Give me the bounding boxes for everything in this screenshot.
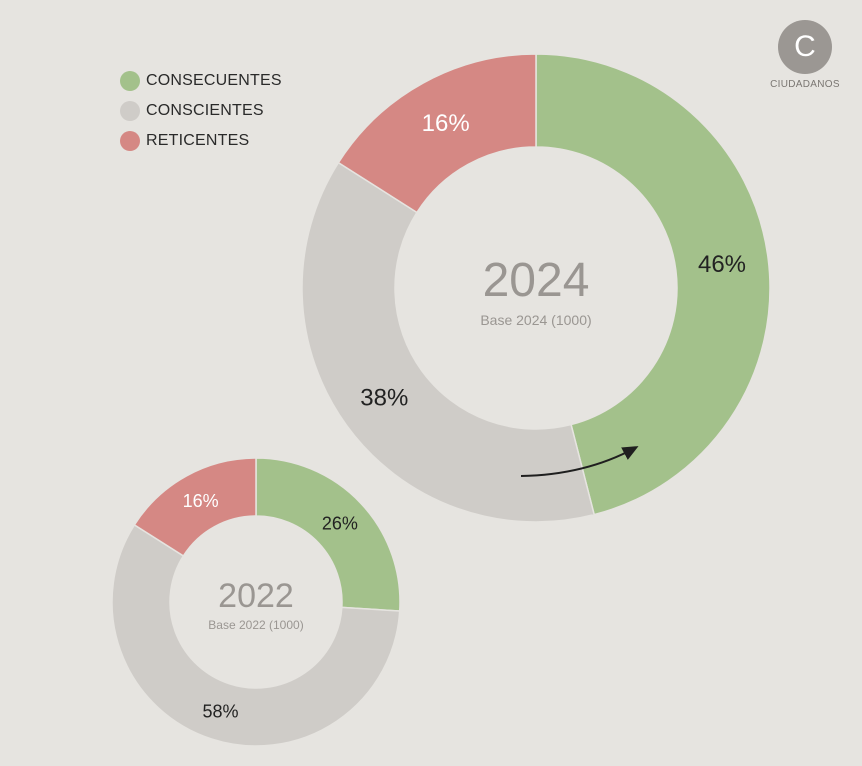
- donut-2022-label-reticentes: 16%: [183, 491, 219, 511]
- legend-item-consecuentes: CONSECUENTES: [120, 66, 282, 96]
- donut-2024-slice-consecuentes: [535, 53, 771, 516]
- donut-2024-center-subtitle: Base 2024 (1000): [480, 312, 591, 328]
- legend-label-conscientes: CONSCIENTES: [146, 102, 264, 119]
- legend: CONSECUENTES CONSCIENTES RETICENTES: [120, 66, 282, 156]
- donut-chart-2024: 46% 38% 16% 2024 Base 2024 (1000): [301, 53, 771, 523]
- donut-chart-2022: 26% 58% 16% 2022 Base 2022 (1000): [111, 457, 401, 747]
- donut-2022-center-title: 2022: [218, 577, 294, 615]
- legend-label-reticentes: RETICENTES: [146, 132, 250, 149]
- donut-2024-label-reticentes: 16%: [422, 110, 470, 137]
- logo-text: CIUDADANOS: [770, 79, 840, 90]
- legend-swatch-conscientes: [120, 101, 140, 121]
- donut-2022-slice-reticentes: [133, 457, 257, 557]
- trend-arrow: [520, 446, 639, 477]
- donut-2024-center-title: 2024: [483, 254, 590, 307]
- donut-2022-label-conscientes: 58%: [202, 701, 238, 721]
- donut-2024-slice-reticentes: [337, 53, 537, 214]
- logo-c-icon: C: [778, 20, 832, 74]
- donut-2022-center-subtitle: Base 2022 (1000): [208, 618, 303, 632]
- donut-2022-slice-conscientes: [111, 523, 401, 747]
- legend-label-consecuentes: CONSECUENTES: [146, 72, 282, 89]
- donut-2024-label-consecuentes: 46%: [698, 251, 746, 278]
- donut-2024-label-conscientes: 38%: [360, 385, 408, 412]
- legend-swatch-reticentes: [120, 131, 140, 151]
- ciudadanos-logo: C CIUDADANOS: [764, 20, 846, 90]
- legend-item-conscientes: CONSCIENTES: [120, 96, 282, 126]
- donut-2022-slice-consecuentes: [255, 457, 401, 612]
- legend-swatch-consecuentes: [120, 71, 140, 91]
- donut-2024-slice-conscientes: [301, 161, 596, 523]
- legend-item-reticentes: RETICENTES: [120, 126, 282, 156]
- donut-2022-label-consecuentes: 26%: [322, 513, 358, 533]
